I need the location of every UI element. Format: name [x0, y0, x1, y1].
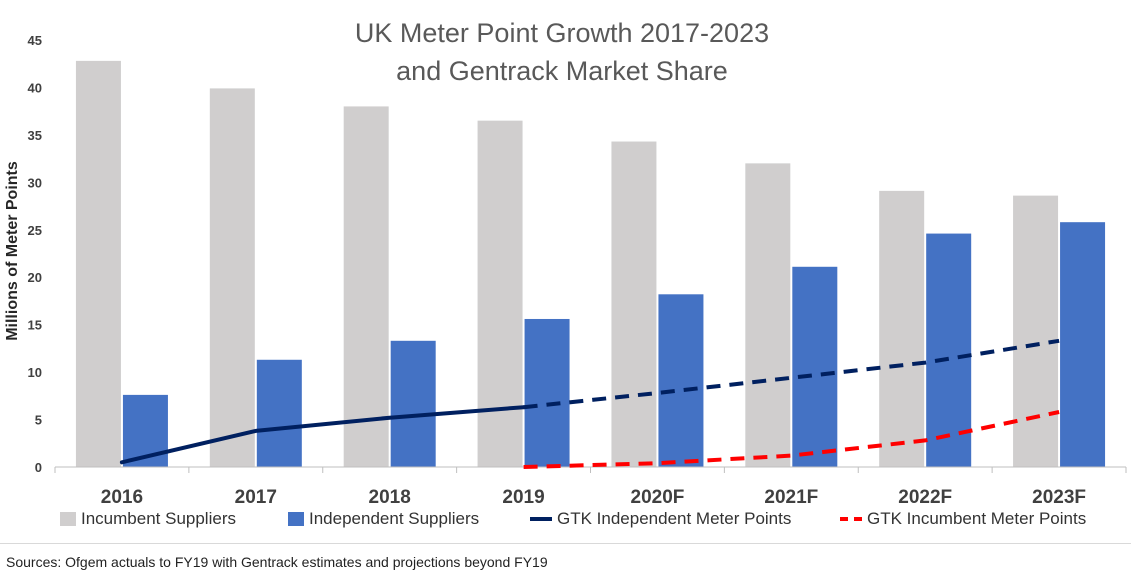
legend-label-gtk-incumbent: GTK Incumbent Meter Points — [867, 509, 1087, 528]
bar-incumbent-suppliers — [343, 106, 389, 467]
x-tick-label: 2017 — [235, 487, 277, 508]
legend-swatch-gtk-independent — [530, 517, 552, 521]
bar-independent-suppliers — [792, 266, 838, 467]
bar-incumbent-suppliers — [477, 120, 523, 468]
legend-swatch-gtk-incumbent — [840, 517, 862, 521]
x-tick-label: 2021F — [764, 487, 818, 508]
plot-area: 0 5 10 15 20 25 30 35 40 45 2016 2017 2018 2019 2020F 2… — [28, 33, 1127, 508]
legend-item-independent: Independent Suppliers — [288, 509, 479, 529]
bar-independent-suppliers — [390, 340, 436, 467]
source-note: Sources: Ofgem actuals to FY19 with Gent… — [6, 554, 548, 570]
y-tick-label: 5 — [35, 413, 42, 428]
y-tick-label: 30 — [28, 175, 42, 190]
x-tick-label: 2022F — [898, 487, 952, 508]
y-tick-label: 25 — [28, 223, 42, 238]
bar-incumbent-suppliers — [745, 163, 791, 467]
bar-incumbent-suppliers — [75, 60, 121, 468]
x-tick-label: 2016 — [101, 487, 143, 508]
legend-swatch-independent — [288, 512, 304, 526]
legend-item-gtk-independent: GTK Independent Meter Points — [530, 509, 791, 529]
legend-label-independent: Independent Suppliers — [309, 509, 480, 528]
line-gtk-independent-meter-points-solid — [119, 405, 526, 465]
y-tick-label: 45 — [28, 33, 42, 48]
x-tick-label: 2018 — [369, 487, 411, 508]
line-gtk-incumbent-meter-points-dashed — [523, 410, 1060, 469]
bar-incumbent-suppliers — [1013, 195, 1059, 467]
x-tick-label: 2020F — [631, 487, 685, 508]
bar-independent-suppliers — [658, 294, 704, 467]
x-tick-label: 2019 — [502, 487, 544, 508]
legend-label-gtk-independent: GTK Independent Meter Points — [557, 509, 792, 528]
legend-label-incumbent: Incumbent Suppliers — [81, 509, 236, 528]
legend-swatch-incumbent — [60, 512, 76, 526]
y-tick-label: 0 — [35, 460, 42, 475]
bar-independent-suppliers — [524, 318, 570, 467]
y-tick-label: 15 — [28, 318, 42, 333]
x-tick-label: 2023F — [1032, 487, 1086, 508]
legend-item-gtk-incumbent: GTK Incumbent Meter Points — [840, 509, 1086, 529]
bar-incumbent-suppliers — [879, 190, 925, 467]
line-gtk-independent-meter-points-dashed — [523, 338, 1060, 410]
y-tick-label: 35 — [28, 128, 42, 143]
bar-incumbent-suppliers — [611, 141, 657, 467]
bar-independent-suppliers — [926, 233, 972, 467]
legend-item-incumbent: Incumbent Suppliers — [60, 509, 236, 529]
chart-title: UK Meter Point Growth 2017-2023 and Gent… — [262, 14, 862, 90]
y-tick-label: 40 — [28, 80, 42, 95]
y-tick-label: 10 — [28, 365, 42, 380]
chart-title-line-2: and Gentrack Market Share — [396, 56, 728, 86]
bar-independent-suppliers — [256, 359, 302, 467]
source-divider — [0, 543, 1131, 544]
bar-incumbent-suppliers — [209, 88, 255, 467]
legend: Incumbent Suppliers Independent Supplier… — [60, 509, 1120, 533]
y-tick-label: 20 — [28, 270, 42, 285]
bar-independent-suppliers — [1060, 222, 1106, 467]
y-axis-label: Millions of Meter Points — [4, 161, 21, 341]
chart-title-line-1: UK Meter Point Growth 2017-2023 — [354, 18, 770, 48]
